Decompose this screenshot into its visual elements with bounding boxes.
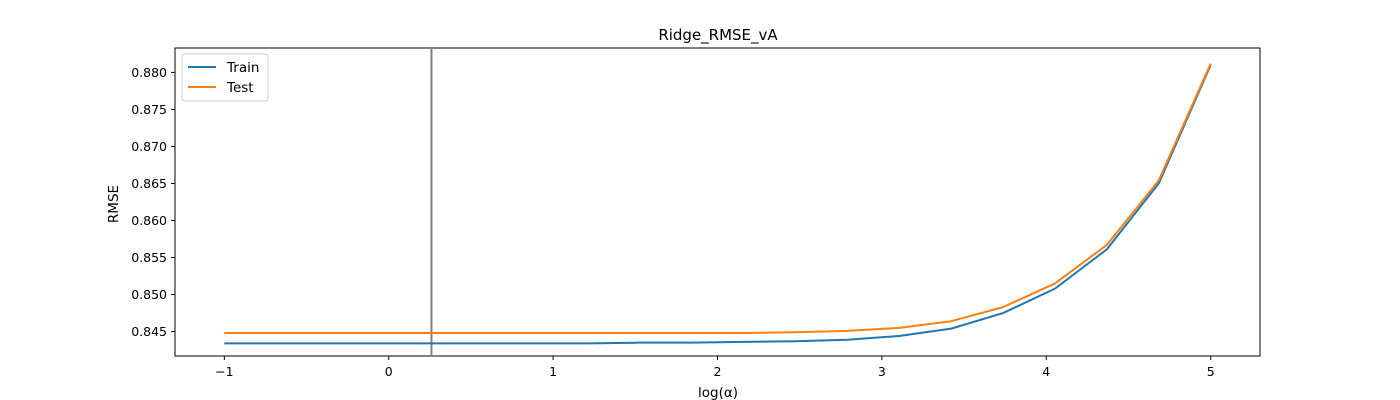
y-tick-label: 0.865 [131, 176, 167, 191]
x-tick-label: 4 [1042, 364, 1050, 379]
legend-label-train: Train [226, 60, 259, 76]
legend-box [181, 53, 269, 102]
y-tick-label: 0.855 [131, 250, 167, 265]
y-tick-label: 0.860 [131, 213, 167, 228]
legend: Train Test [181, 53, 269, 102]
y-tick-label: 0.870 [131, 139, 167, 154]
axes [174, 47, 1261, 357]
x-tick-label: 3 [878, 364, 886, 379]
y-tick-label: 0.845 [131, 324, 167, 339]
x-tick-label: 0 [385, 364, 393, 379]
x-axis-label: log(α) [698, 385, 738, 400]
x-tick-label: 2 [714, 364, 722, 379]
x-tick-label: 1 [549, 364, 557, 379]
y-tick-label: 0.850 [131, 287, 167, 302]
series-line-test [224, 63, 1212, 335]
legend-label-test: Test [226, 80, 254, 96]
tick-marks: −1 0 1 2 3 4 5 0.845 0.850 0.855 0.860 0.865 0.870 0.… [131, 65, 1214, 379]
y-tick-label: 0.880 [131, 65, 167, 80]
x-tick-label: 5 [1207, 364, 1215, 379]
y-tick-label: 0.875 [131, 102, 167, 117]
plot-frame [174, 47, 1261, 357]
series-line-train [224, 64, 1212, 345]
series-lines [224, 48, 1212, 356]
x-tick-label: −1 [215, 364, 233, 379]
y-axis-label: RMSE [106, 185, 122, 223]
chart-title: Ridge_RMSE_vA [658, 26, 778, 45]
